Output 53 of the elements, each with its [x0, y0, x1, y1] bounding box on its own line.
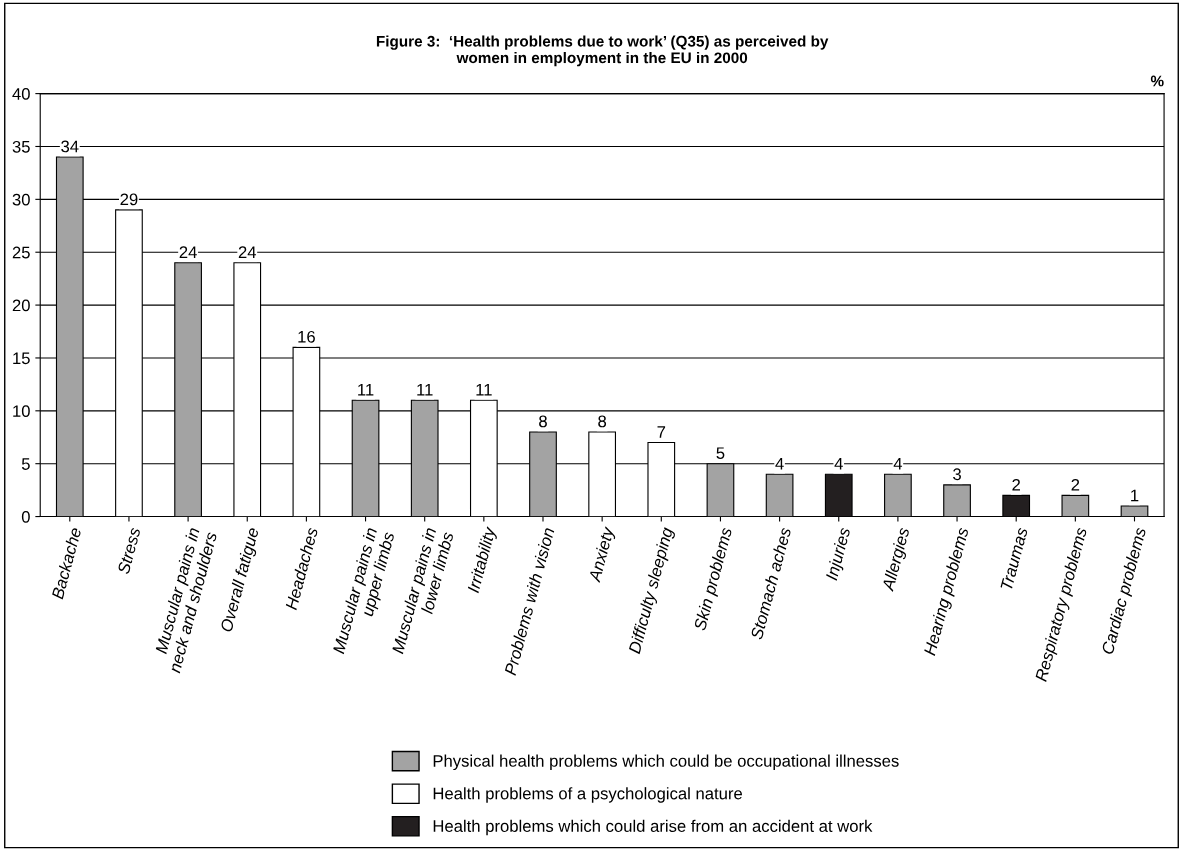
- y-tick-label: 40: [12, 88, 30, 100]
- data-label: 7: [657, 426, 666, 438]
- y-tick-label: 20: [12, 299, 30, 312]
- x-tick-label: Anxiety: [587, 525, 618, 584]
- bar: [1002, 494, 1031, 517]
- y-axis-title: %: [1150, 75, 1164, 87]
- y-tick-label: 5: [21, 458, 30, 470]
- y-tick-label: 35: [12, 140, 30, 153]
- x-tick-label: Allergies: [881, 526, 913, 593]
- data-label: 34: [61, 140, 79, 153]
- x-tick-label: Muscular pains in neck and shoulders: [154, 527, 218, 674]
- y-tick-label: 10: [13, 405, 30, 418]
- bar: [1120, 505, 1149, 517]
- y-tick-label: 0: [21, 510, 30, 523]
- data-label: 2: [1071, 478, 1080, 491]
- data-label: 29: [120, 193, 138, 206]
- x-tick-label: Injuries: [825, 526, 854, 582]
- data-label: 11: [476, 383, 492, 396]
- data-label: 4: [834, 457, 843, 470]
- bar: [884, 473, 912, 517]
- x-tick-label: Traumas: [1000, 526, 1028, 591]
- bar: [1061, 494, 1090, 517]
- legend-label: Physical health problems which could be occupational illnesses: [433, 754, 899, 771]
- x-tick-label: Cardiac problems: [1100, 526, 1150, 656]
- y-tick-label: 25: [12, 246, 30, 259]
- x-tick-label: Stomach aches: [749, 526, 792, 640]
- data-label: 8: [539, 415, 547, 428]
- y-tick-label: 30: [12, 193, 30, 206]
- data-label: 24: [179, 246, 197, 258]
- x-tick-label: Difficulty sleeping: [627, 526, 677, 656]
- legend-label: Health problems which could arise from an accident at work: [433, 819, 873, 836]
- data-label: 3: [953, 468, 961, 481]
- bar: [824, 473, 853, 517]
- x-tick-label: Overall fatigue: [219, 526, 263, 634]
- x-tick-label: Skin problems: [693, 526, 736, 632]
- chart-title: Figure 3: ‘Health problems due to work’ (Q35) as perceived by women in employment in the EU in 2000: [376, 35, 829, 67]
- data-label: 4: [775, 457, 784, 470]
- y-tick-label: 15: [13, 352, 30, 365]
- data-label: 11: [417, 383, 433, 396]
- data-label: 4: [893, 457, 903, 470]
- bar: [943, 484, 971, 517]
- x-tick-label: Problems with vision: [503, 527, 555, 676]
- data-label: 8: [598, 415, 607, 428]
- data-label: 2: [1012, 478, 1020, 491]
- data-label: 11: [358, 383, 374, 396]
- data-label: 24: [238, 246, 257, 258]
- x-tick-label: Stress: [117, 526, 141, 575]
- data-label: 5: [716, 447, 725, 460]
- legend-label: Health problems of a psychological nature: [433, 787, 742, 803]
- data-label: 1: [1131, 489, 1139, 502]
- bar: [765, 473, 794, 517]
- data-label: 16: [298, 330, 315, 343]
- x-tick-label: Hearing problems: [923, 526, 972, 657]
